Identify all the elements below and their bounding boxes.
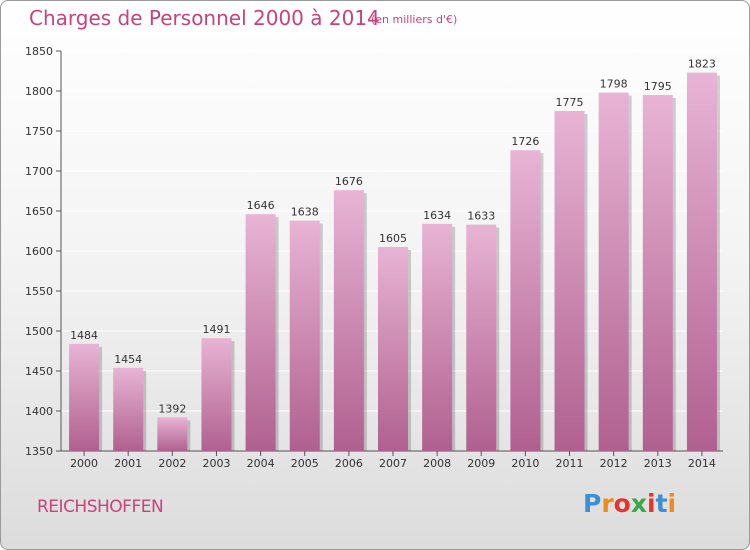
data-label: 1484 xyxy=(70,329,98,342)
brand-letter: o xyxy=(613,489,631,518)
chart-title: Charges de Personnel 2000 à 2014 xyxy=(29,6,380,30)
y-tick-label: 1850 xyxy=(25,45,53,58)
bar xyxy=(642,95,673,451)
brand-letter: x xyxy=(630,489,647,518)
data-label: 1795 xyxy=(644,80,672,93)
x-tick-label: 2012 xyxy=(600,457,628,470)
x-tick-label: 2009 xyxy=(467,457,495,470)
brand-letter: i xyxy=(667,489,677,518)
data-label: 1392 xyxy=(158,402,186,415)
data-label: 1646 xyxy=(247,199,275,212)
data-labels: 1484 1454 1392 1491 1646 1638 1676 1605 1634 1633… xyxy=(70,58,716,416)
brand-letter: t xyxy=(655,489,668,518)
y-tick-label: 1600 xyxy=(25,245,53,258)
brand-letter: r xyxy=(601,489,614,518)
chart-subtitle: (en milliers d'€) xyxy=(371,13,458,26)
bar xyxy=(113,367,144,451)
y-tick-label: 1800 xyxy=(25,85,53,98)
y-tick-label: 1550 xyxy=(25,285,53,298)
bar xyxy=(69,343,100,451)
bar xyxy=(333,190,364,451)
data-label: 1454 xyxy=(114,353,142,366)
x-tick-label: 2006 xyxy=(335,457,363,470)
y-tick-label: 1650 xyxy=(25,205,53,218)
x-tick-label: 2014 xyxy=(688,457,716,470)
tick-labels: 1350 1400 1450 1500 1550 1600 1650 1700 1750 1800… xyxy=(25,45,716,470)
y-tick-label: 1350 xyxy=(25,445,53,458)
bar xyxy=(598,92,629,451)
y-tick-label: 1450 xyxy=(25,365,53,378)
brand-letter: P xyxy=(583,489,602,518)
bar xyxy=(245,214,276,451)
bar xyxy=(378,247,408,451)
data-label: 1634 xyxy=(423,209,451,222)
bars xyxy=(69,72,720,451)
y-tick-label: 1700 xyxy=(25,165,53,178)
x-tick-label: 2013 xyxy=(644,457,672,470)
data-label: 1798 xyxy=(600,78,628,91)
x-tick-label: 2008 xyxy=(423,457,451,470)
bar xyxy=(510,150,541,451)
bar xyxy=(554,111,585,451)
bar xyxy=(686,72,717,451)
proxiti-logo[interactable]: Proxiti xyxy=(583,489,676,518)
x-tick-label: 2010 xyxy=(511,457,539,470)
y-tick-label: 1500 xyxy=(25,325,53,338)
city-name: REICHSHOFFEN xyxy=(37,497,164,517)
data-label: 1491 xyxy=(202,323,230,336)
data-label: 1633 xyxy=(467,210,495,223)
x-tick-label: 2005 xyxy=(291,457,319,470)
data-label: 1638 xyxy=(291,206,319,219)
y-tick-label: 1400 xyxy=(25,405,53,418)
bar xyxy=(466,224,497,451)
data-label: 1676 xyxy=(335,175,363,188)
bar xyxy=(289,220,320,451)
x-tick-label: 2011 xyxy=(556,457,584,470)
x-tick-label: 2002 xyxy=(158,457,186,470)
bar xyxy=(422,223,453,451)
data-label: 1726 xyxy=(511,135,539,148)
x-tick-label: 2003 xyxy=(202,457,230,470)
y-tick-label: 1750 xyxy=(25,125,53,138)
data-label: 1775 xyxy=(556,96,584,109)
x-tick-label: 2007 xyxy=(379,457,407,470)
bar xyxy=(157,417,188,451)
data-label: 1605 xyxy=(379,232,407,245)
x-tick-label: 2004 xyxy=(247,457,275,470)
bar xyxy=(201,338,232,451)
data-label: 1823 xyxy=(688,58,716,71)
x-tick-label: 2001 xyxy=(114,457,142,470)
x-tick-label: 2000 xyxy=(70,457,98,470)
brand-letter: i xyxy=(647,489,656,518)
